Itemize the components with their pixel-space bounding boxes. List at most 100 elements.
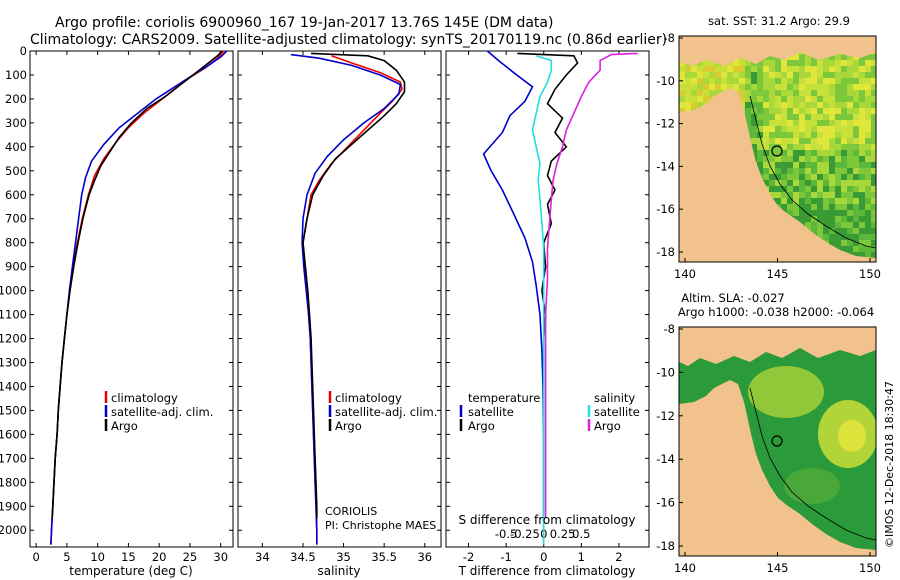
sst-pixel <box>775 150 781 156</box>
x-tick-label: -1 <box>500 550 511 564</box>
sst-pixel <box>805 72 811 78</box>
sst-pixel <box>805 222 811 228</box>
sst-pixel <box>787 168 793 174</box>
sst-pixel <box>835 174 841 180</box>
sst-pixel <box>805 198 811 204</box>
x-tick-label: 2 <box>615 550 622 564</box>
sst-pixel <box>853 150 859 156</box>
sst-pixel <box>829 216 835 222</box>
lat-tick-label: -14 <box>656 452 675 466</box>
sst-pixel <box>841 138 847 144</box>
sst-pixel <box>745 96 751 102</box>
y-tick-label: 1900 <box>0 499 27 513</box>
sst-pixel <box>811 66 817 72</box>
sst-pixel <box>685 84 691 90</box>
sst-pixel <box>811 180 817 186</box>
sst-pixel <box>859 240 865 246</box>
sst-pixel <box>733 66 739 72</box>
sst-pixel <box>823 72 829 78</box>
sst-pixel <box>853 228 859 234</box>
sst-pixel <box>775 114 781 120</box>
sst-pixel <box>781 126 787 132</box>
sst-pixel <box>823 126 829 132</box>
sst-pixel <box>871 240 876 246</box>
legend-label-satellite: satellite-adj. clim. <box>335 405 437 419</box>
sst-pixel <box>835 84 841 90</box>
sst-pixel <box>853 192 859 198</box>
legend-label-temp-satellite: satellite <box>468 405 514 419</box>
sst-pixel <box>751 66 757 72</box>
sst-pixel <box>769 90 775 96</box>
sst-pixel <box>781 180 787 186</box>
sst-pixel <box>805 144 811 150</box>
sst-pixel <box>871 144 876 150</box>
lat-tick-label: -12 <box>656 117 675 131</box>
sst-pixel <box>793 216 799 222</box>
sst-pixel <box>853 198 859 204</box>
sst-pixel <box>811 96 817 102</box>
legend-salinity: climatology satellite-adj. clim. Argo <box>328 391 437 433</box>
sst-pixel <box>781 168 787 174</box>
sst-pixel <box>865 108 871 114</box>
sst-pixel <box>793 114 799 120</box>
sst-pixel <box>679 60 685 66</box>
lat-tick-label: -10 <box>656 365 675 379</box>
x-tick-label: 25 <box>183 550 198 564</box>
sst-pixel <box>811 108 817 114</box>
sst-pixel <box>829 66 835 72</box>
sst-pixel <box>805 60 811 66</box>
sst-pixel <box>787 180 793 186</box>
sst-pixel <box>823 210 829 216</box>
sst-pixel <box>823 114 829 120</box>
sst-pixel <box>835 96 841 102</box>
legend-label-climatology: climatology <box>111 391 178 405</box>
sst-pixel <box>835 186 841 192</box>
sst-pixel <box>829 156 835 162</box>
sst-pixel <box>775 156 781 162</box>
sst-pixel <box>829 138 835 144</box>
sst-pixel <box>853 180 859 186</box>
sst-pixel <box>817 138 823 144</box>
sst-pixel <box>799 144 805 150</box>
sst-pixel <box>841 174 847 180</box>
sst-pixel <box>847 204 853 210</box>
series-line-satellite-adj-clim- <box>50 50 228 545</box>
sst-pixel <box>787 210 793 216</box>
annotation-coriolis: CORIOLIS <box>325 505 377 518</box>
sst-pixel <box>817 72 823 78</box>
sst-pixel <box>781 174 787 180</box>
sla-map-title-2: Argo h1000: -0.038 h2000: -0.064 <box>678 305 874 319</box>
series-line-salinity-argo <box>544 52 638 519</box>
sst-pixel <box>787 126 793 132</box>
sst-pixel <box>769 174 775 180</box>
sst-pixel <box>781 66 787 72</box>
sst-pixel <box>775 72 781 78</box>
sst-pixel <box>859 138 865 144</box>
sst-pixel <box>691 78 697 84</box>
sst-pixel <box>853 252 859 258</box>
sst-pixel <box>799 102 805 108</box>
sla-map-ticks: -8 -10 -12 -14 -16 -18 140 145 150 <box>656 322 881 575</box>
panel-temperature-frame <box>29 50 234 548</box>
sst-pixel <box>871 246 876 252</box>
sst-pixel <box>787 78 793 84</box>
sst-pixel <box>799 192 805 198</box>
sst-pixel <box>865 72 871 78</box>
sst-pixel <box>865 156 871 162</box>
sst-pixel <box>829 240 835 246</box>
sst-pixel <box>871 192 876 198</box>
sst-pixel <box>799 60 805 66</box>
sst-pixel <box>841 150 847 156</box>
sst-pixel <box>811 228 817 234</box>
sst-pixel <box>715 90 721 96</box>
sst-pixel <box>823 222 829 228</box>
sst-pixel <box>817 186 823 192</box>
sst-pixel <box>703 60 709 66</box>
sst-pixel <box>847 120 853 126</box>
sst-pixel <box>781 84 787 90</box>
sst-pixel <box>871 132 876 138</box>
sst-pixel <box>871 186 876 192</box>
sst-pixel <box>817 108 823 114</box>
sst-pixel <box>781 162 787 168</box>
